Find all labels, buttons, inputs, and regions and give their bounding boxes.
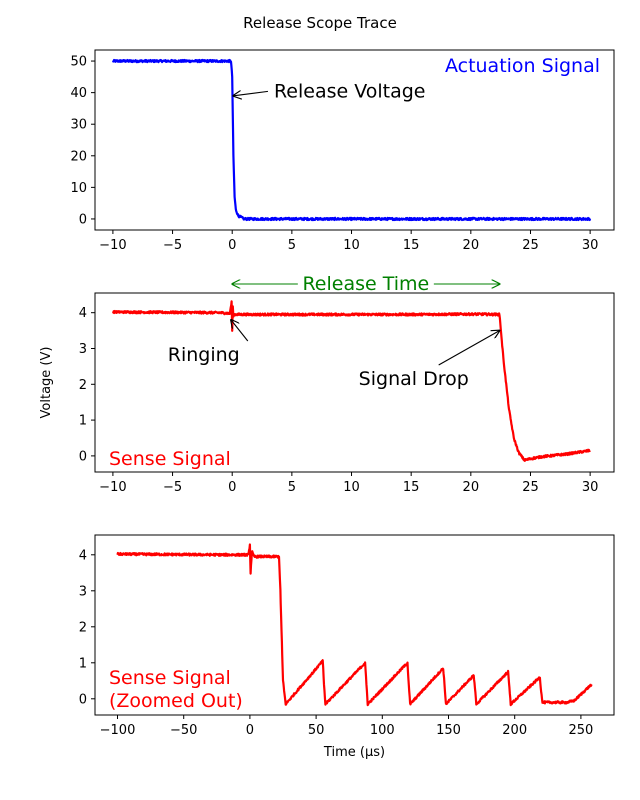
series-line <box>116 543 593 707</box>
x-tick-label: 5 <box>288 480 296 495</box>
y-tick-label: 0 <box>79 692 87 707</box>
x-tick-label: 25 <box>522 480 539 495</box>
y-tick-label: 4 <box>79 548 87 563</box>
x-tick-label: 20 <box>463 480 480 495</box>
y-tick-label: 1 <box>79 656 87 671</box>
series-label: Sense Signal (Zoomed Out) <box>109 667 243 712</box>
y-tick-label: 4 <box>79 306 87 321</box>
series-label: Sense Signal <box>109 448 231 470</box>
axes-frame <box>94 534 615 716</box>
annotation-text: Ringing <box>168 344 240 366</box>
x-tick-label: 0 <box>228 480 236 495</box>
x-tick-label: 25 <box>522 238 539 253</box>
series-line <box>111 300 591 462</box>
x-tick-label: −5 <box>163 238 182 253</box>
annotation-arrow <box>231 320 249 342</box>
x-tick-label: −10 <box>99 480 126 495</box>
y-tick-label: 3 <box>79 342 87 357</box>
x-tick-label: −100 <box>100 723 136 738</box>
series-label: Actuation Signal <box>445 55 600 77</box>
y-tick-label: 0 <box>79 212 87 227</box>
x-tick-label: 150 <box>436 723 461 738</box>
annotation-text: Release Voltage <box>274 80 426 102</box>
y-tick-label: 3 <box>79 584 87 599</box>
x-tick-label: 15 <box>403 480 420 495</box>
x-axis-label: Time (μs) <box>323 745 385 760</box>
x-tick-label: 200 <box>502 723 527 738</box>
y-axis-label: Voltage (V) <box>39 347 54 419</box>
y-tick-label: 1 <box>79 414 87 429</box>
y-tick-label: 50 <box>70 55 87 70</box>
release-time-label: Release Time <box>302 273 429 295</box>
x-tick-label: −50 <box>170 723 197 738</box>
x-tick-label: 100 <box>370 723 395 738</box>
x-tick-label: 30 <box>582 480 599 495</box>
y-tick-label: 40 <box>70 86 87 101</box>
annotation-arrow <box>438 331 500 366</box>
x-tick-label: 250 <box>568 723 593 738</box>
x-tick-label: 10 <box>343 238 360 253</box>
x-tick-label: −10 <box>99 238 126 253</box>
annotation-text: Signal Drop <box>359 368 469 390</box>
figure-title: Release Scope Trace <box>243 14 397 32</box>
y-tick-label: 10 <box>70 181 87 196</box>
axes-frame <box>94 49 615 231</box>
series-line <box>111 58 592 222</box>
y-tick-label: 30 <box>70 118 87 133</box>
x-tick-label: 5 <box>288 238 296 253</box>
x-tick-label: 15 <box>403 238 420 253</box>
y-tick-label: 2 <box>79 378 87 393</box>
y-tick-label: 0 <box>79 449 87 464</box>
sense-signal-panel: −10 −5 0 5 10 15 20 25 30 0 1 2 3 4 Sense Signal Ringin… <box>39 273 615 495</box>
x-tick-label: 0 <box>228 238 236 253</box>
annotation-arrow <box>233 91 269 95</box>
x-tick-label: 30 <box>582 238 599 253</box>
x-tick-label: 20 <box>463 238 480 253</box>
y-tick-label: 20 <box>70 149 87 164</box>
x-tick-label: −5 <box>163 480 182 495</box>
x-tick-label: 10 <box>343 480 360 495</box>
x-tick-label: 50 <box>308 723 325 738</box>
sense-signal-zoomed-out-panel: −100 −50 0 50 100 150 200 250 0 1 2 3 4 Sense Signal(… <box>79 534 615 760</box>
axes-frame <box>94 292 615 473</box>
actuation-signal-panel: −10 −5 0 5 10 15 20 25 30 0 10 20 30 40 50 Actuation Si… <box>70 49 615 253</box>
x-tick-label: 0 <box>246 723 254 738</box>
y-tick-label: 2 <box>79 620 87 635</box>
